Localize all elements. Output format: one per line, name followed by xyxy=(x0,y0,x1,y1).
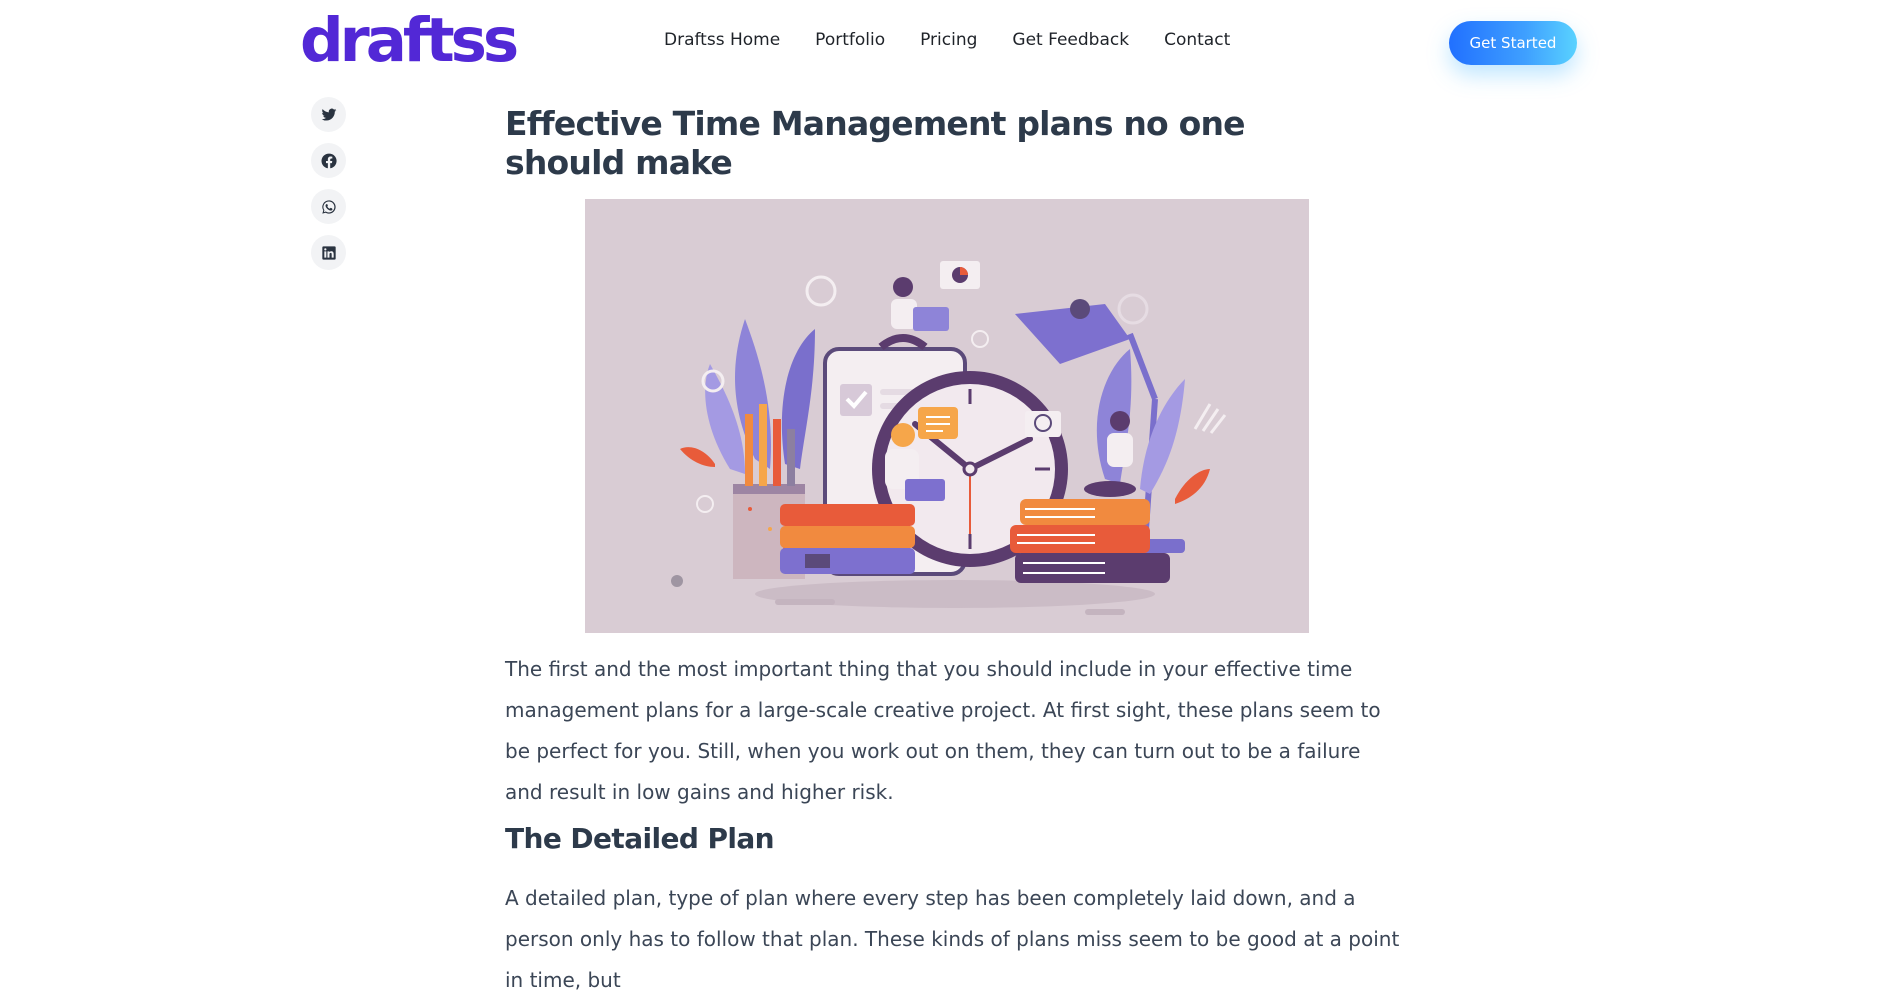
hero-illustration xyxy=(585,199,1309,633)
article: Effective Time Management plans no one s… xyxy=(505,104,1400,992)
facebook-icon xyxy=(321,153,337,168)
nav-portfolio[interactable]: Portfolio xyxy=(815,30,886,50)
time-management-illustration xyxy=(585,199,1309,633)
nav-draftss-home[interactable]: Draftss Home xyxy=(664,30,781,50)
main-nav: Draftss Home Portfolio Pricing Get Feedb… xyxy=(664,30,1230,50)
article-paragraph-2: A detailed plan, type of plan where ever… xyxy=(505,886,1400,992)
share-sidebar xyxy=(311,97,346,270)
nav-pricing[interactable]: Pricing xyxy=(920,30,978,50)
article-paragraph-1: The first and the most important thing t… xyxy=(505,657,1381,804)
nav-get-feedback[interactable]: Get Feedback xyxy=(1012,30,1130,50)
get-started-button[interactable]: Get Started xyxy=(1449,21,1577,65)
draftss-logo[interactable]: draftss xyxy=(300,5,519,76)
linkedin-icon xyxy=(321,245,336,260)
article-title: Effective Time Management plans no one s… xyxy=(505,104,1246,182)
share-whatsapp-button[interactable] xyxy=(311,189,346,224)
nav-contact[interactable]: Contact xyxy=(1164,30,1231,50)
twitter-icon xyxy=(321,108,336,121)
section-heading-detailed-plan: The Detailed Plan xyxy=(505,822,775,855)
share-facebook-button[interactable] xyxy=(311,143,346,178)
site-header: draftss Draftss Home Portfolio Pricing G… xyxy=(0,0,1897,84)
share-linkedin-button[interactable] xyxy=(311,235,346,270)
share-twitter-button[interactable] xyxy=(311,97,346,132)
whatsapp-icon xyxy=(321,199,336,214)
